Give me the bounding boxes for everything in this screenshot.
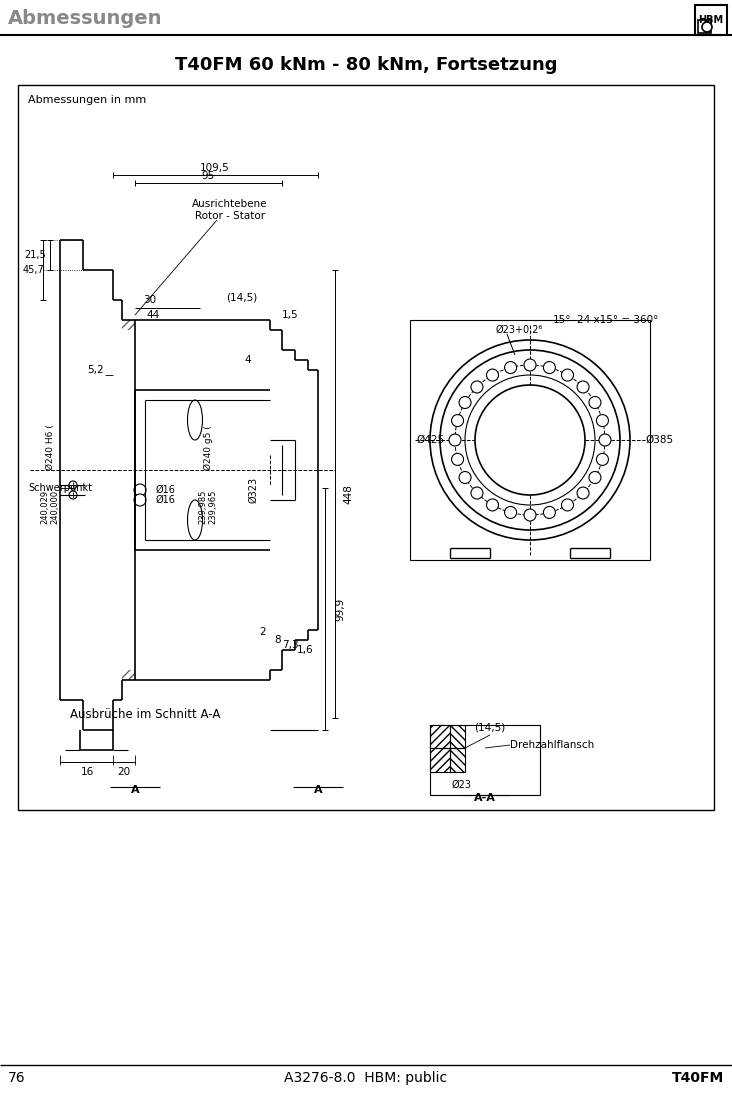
Circle shape xyxy=(471,381,483,393)
Circle shape xyxy=(487,369,498,381)
Circle shape xyxy=(487,499,498,511)
Text: 240,029
240,000: 240,029 240,000 xyxy=(40,490,60,524)
Circle shape xyxy=(577,381,589,393)
Text: 15°: 15° xyxy=(553,315,571,325)
Circle shape xyxy=(543,507,556,519)
Text: Ausrichtebene
Rotor - Stator: Ausrichtebene Rotor - Stator xyxy=(193,199,268,221)
Bar xyxy=(430,725,540,795)
Bar xyxy=(450,748,465,772)
Text: T40FM 60 kNm - 80 kNm, Fortsetzung: T40FM 60 kNm - 80 kNm, Fortsetzung xyxy=(175,56,557,74)
Circle shape xyxy=(134,494,146,507)
Text: Abmessungen in mm: Abmessungen in mm xyxy=(28,95,146,105)
Text: Ø16: Ø16 xyxy=(155,494,175,505)
Circle shape xyxy=(589,396,601,408)
Circle shape xyxy=(524,509,536,521)
Text: A: A xyxy=(314,785,322,795)
Circle shape xyxy=(459,396,471,408)
Circle shape xyxy=(702,22,712,32)
Circle shape xyxy=(599,434,611,446)
Text: 20: 20 xyxy=(117,767,130,777)
Circle shape xyxy=(597,453,608,465)
Circle shape xyxy=(465,375,595,505)
Bar xyxy=(122,670,135,680)
Circle shape xyxy=(459,472,471,484)
Text: Ø16: Ø16 xyxy=(155,485,175,494)
Text: T40FM: T40FM xyxy=(672,1071,724,1085)
Circle shape xyxy=(561,499,573,511)
Circle shape xyxy=(134,484,146,496)
Text: 4: 4 xyxy=(244,354,251,365)
Text: A3276-8.0  HBM: public: A3276-8.0 HBM: public xyxy=(285,1071,447,1085)
Text: Ø23: Ø23 xyxy=(452,780,472,790)
Text: A: A xyxy=(131,785,139,795)
Text: A-A: A-A xyxy=(474,793,496,803)
Bar xyxy=(430,725,450,748)
Circle shape xyxy=(430,340,630,540)
Text: Abmessungen: Abmessungen xyxy=(8,9,163,27)
Text: 30: 30 xyxy=(143,295,157,305)
Circle shape xyxy=(577,487,589,499)
Bar xyxy=(122,321,135,330)
Ellipse shape xyxy=(187,400,203,440)
Bar xyxy=(410,321,650,560)
Text: Drehzahlflansch: Drehzahlflansch xyxy=(510,740,594,750)
Text: 45,7: 45,7 xyxy=(22,265,44,275)
Text: 21,5: 21,5 xyxy=(24,251,46,260)
Text: (14,5): (14,5) xyxy=(226,293,258,303)
Circle shape xyxy=(452,453,463,465)
Text: HBM: HBM xyxy=(698,15,723,25)
Text: 99,9: 99,9 xyxy=(335,597,345,620)
Text: 44: 44 xyxy=(146,310,160,321)
Circle shape xyxy=(440,350,620,529)
Bar xyxy=(18,85,714,810)
Text: 7,3: 7,3 xyxy=(282,640,299,650)
Circle shape xyxy=(543,361,556,373)
Text: 95: 95 xyxy=(201,171,214,181)
Circle shape xyxy=(597,415,608,427)
Circle shape xyxy=(561,369,573,381)
Text: Ø385: Ø385 xyxy=(645,435,673,445)
Text: Schwerpunkt: Schwerpunkt xyxy=(28,482,92,493)
Text: (14,5): (14,5) xyxy=(474,723,506,733)
Text: 2: 2 xyxy=(260,627,266,637)
Circle shape xyxy=(69,481,77,489)
Text: Ausbrüche im Schnitt A-A: Ausbrüche im Schnitt A-A xyxy=(70,709,220,722)
Text: Ø23+0,2⁶: Ø23+0,2⁶ xyxy=(496,325,543,335)
Text: Ø240 H6 (: Ø240 H6 ( xyxy=(45,424,54,470)
Text: 239,985
239,965: 239,985 239,965 xyxy=(198,490,217,524)
Circle shape xyxy=(589,472,601,484)
Circle shape xyxy=(452,415,463,427)
Text: 16: 16 xyxy=(81,767,94,777)
Text: Ø240 g5 (: Ø240 g5 ( xyxy=(203,426,212,470)
Circle shape xyxy=(69,491,77,499)
Text: 5,2: 5,2 xyxy=(86,365,103,375)
Text: 109,5: 109,5 xyxy=(200,163,230,173)
Text: 24 x15° = 360°: 24 x15° = 360° xyxy=(578,315,659,325)
Bar xyxy=(695,5,727,35)
Text: 448: 448 xyxy=(343,484,353,504)
Circle shape xyxy=(449,434,461,446)
Text: 76: 76 xyxy=(8,1071,26,1085)
Circle shape xyxy=(524,359,536,371)
Circle shape xyxy=(504,507,517,519)
Circle shape xyxy=(504,361,517,373)
Text: Ø425: Ø425 xyxy=(417,435,445,445)
Circle shape xyxy=(471,487,483,499)
Ellipse shape xyxy=(187,500,203,540)
Text: Ø323: Ø323 xyxy=(248,477,258,503)
Circle shape xyxy=(475,385,585,494)
Text: 1,6: 1,6 xyxy=(296,645,313,655)
Text: 1,5: 1,5 xyxy=(282,310,299,321)
Text: 8: 8 xyxy=(274,635,281,645)
Bar xyxy=(430,748,450,772)
Bar xyxy=(698,20,711,33)
Bar xyxy=(450,725,465,748)
